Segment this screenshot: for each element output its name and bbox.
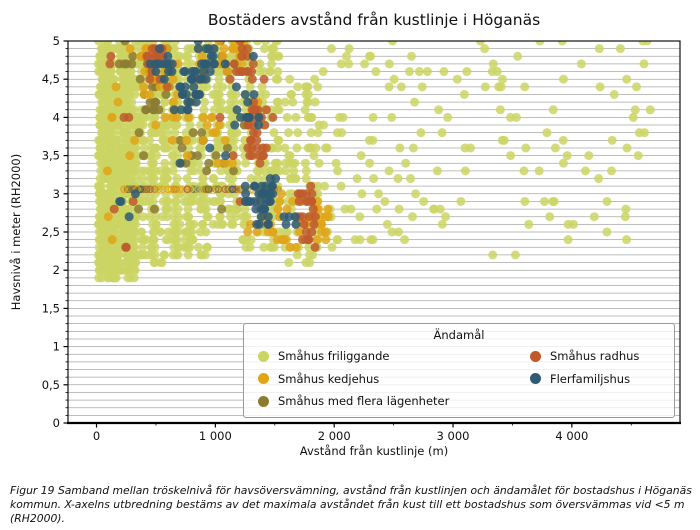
svg-text:1 000: 1 000 [199, 429, 232, 443]
points-layer [93, 41, 655, 283]
legend-item-flera-lagenheter: Småhus med flera lägenheter [244, 390, 516, 413]
figure-caption: Figur 19 Samband mellan tröskelnivå för … [10, 484, 692, 526]
legend-item-kedjehus: Småhus kedjehus [244, 368, 516, 391]
x-axis-label: Avstånd från kustlinje (m) [299, 444, 449, 458]
y-axis-label: Havsnivå i meter (RH2000) [9, 153, 23, 311]
legend-label: Flerfamiljshus [550, 371, 631, 386]
legend-label: Småhus radhus [550, 349, 640, 364]
svg-text:1,5: 1,5 [42, 301, 60, 315]
svg-text:4: 4 [53, 110, 60, 124]
svg-text:3 000: 3 000 [437, 429, 470, 443]
svg-text:0,5: 0,5 [42, 378, 60, 392]
svg-text:3: 3 [53, 187, 60, 201]
legend-grid: Småhus friliggande Småhus kedjehus Småhu… [244, 345, 674, 413]
svg-text:4,5: 4,5 [42, 72, 60, 86]
legend-swatch-friliggande [258, 350, 269, 362]
svg-text:5: 5 [53, 34, 60, 48]
svg-text:0: 0 [93, 429, 100, 443]
legend: Ändamål Småhus friliggande Småhus kedjeh… [243, 323, 675, 418]
legend-label: Småhus med flera lägenheter [278, 394, 450, 409]
svg-text:3,5: 3,5 [42, 149, 60, 163]
svg-text:2 000: 2 000 [318, 429, 351, 443]
legend-title: Ändamål [433, 328, 485, 342]
svg-text:2: 2 [53, 263, 60, 277]
x-axis: 0 1 000 2 000 3 000 4 000 [93, 423, 632, 443]
legend-item-radhus: Småhus radhus [516, 345, 666, 368]
svg-text:1: 1 [53, 340, 60, 354]
legend-label: Småhus friliggande [278, 349, 390, 364]
legend-label: Småhus kedjehus [278, 371, 380, 386]
legend-swatch-kedjehus [258, 373, 269, 385]
y-axis: 0 0,5 1 1,5 2 2,5 3 3,5 4 4,5 5 [42, 34, 68, 430]
legend-swatch-flera-lagenheter [258, 395, 269, 407]
legend-item-friliggande: Småhus friliggande [244, 345, 516, 368]
legend-swatch-radhus [530, 350, 541, 362]
svg-text:2,5: 2,5 [42, 225, 60, 239]
scatter-plot-canvas: 0 1 000 2 000 3 000 4 000 0 0,5 1 1,5 2 2,5 3 3,5 4 4,… [42, 34, 681, 443]
legend-swatch-flerfamiljshus [530, 373, 541, 385]
chart-title: Bostäders avstånd från kustlinje i Högan… [207, 11, 541, 29]
svg-text:4 000: 4 000 [555, 429, 588, 443]
legend-item-flerfamiljshus: Flerfamiljshus [516, 368, 666, 391]
svg-text:0: 0 [53, 416, 60, 430]
